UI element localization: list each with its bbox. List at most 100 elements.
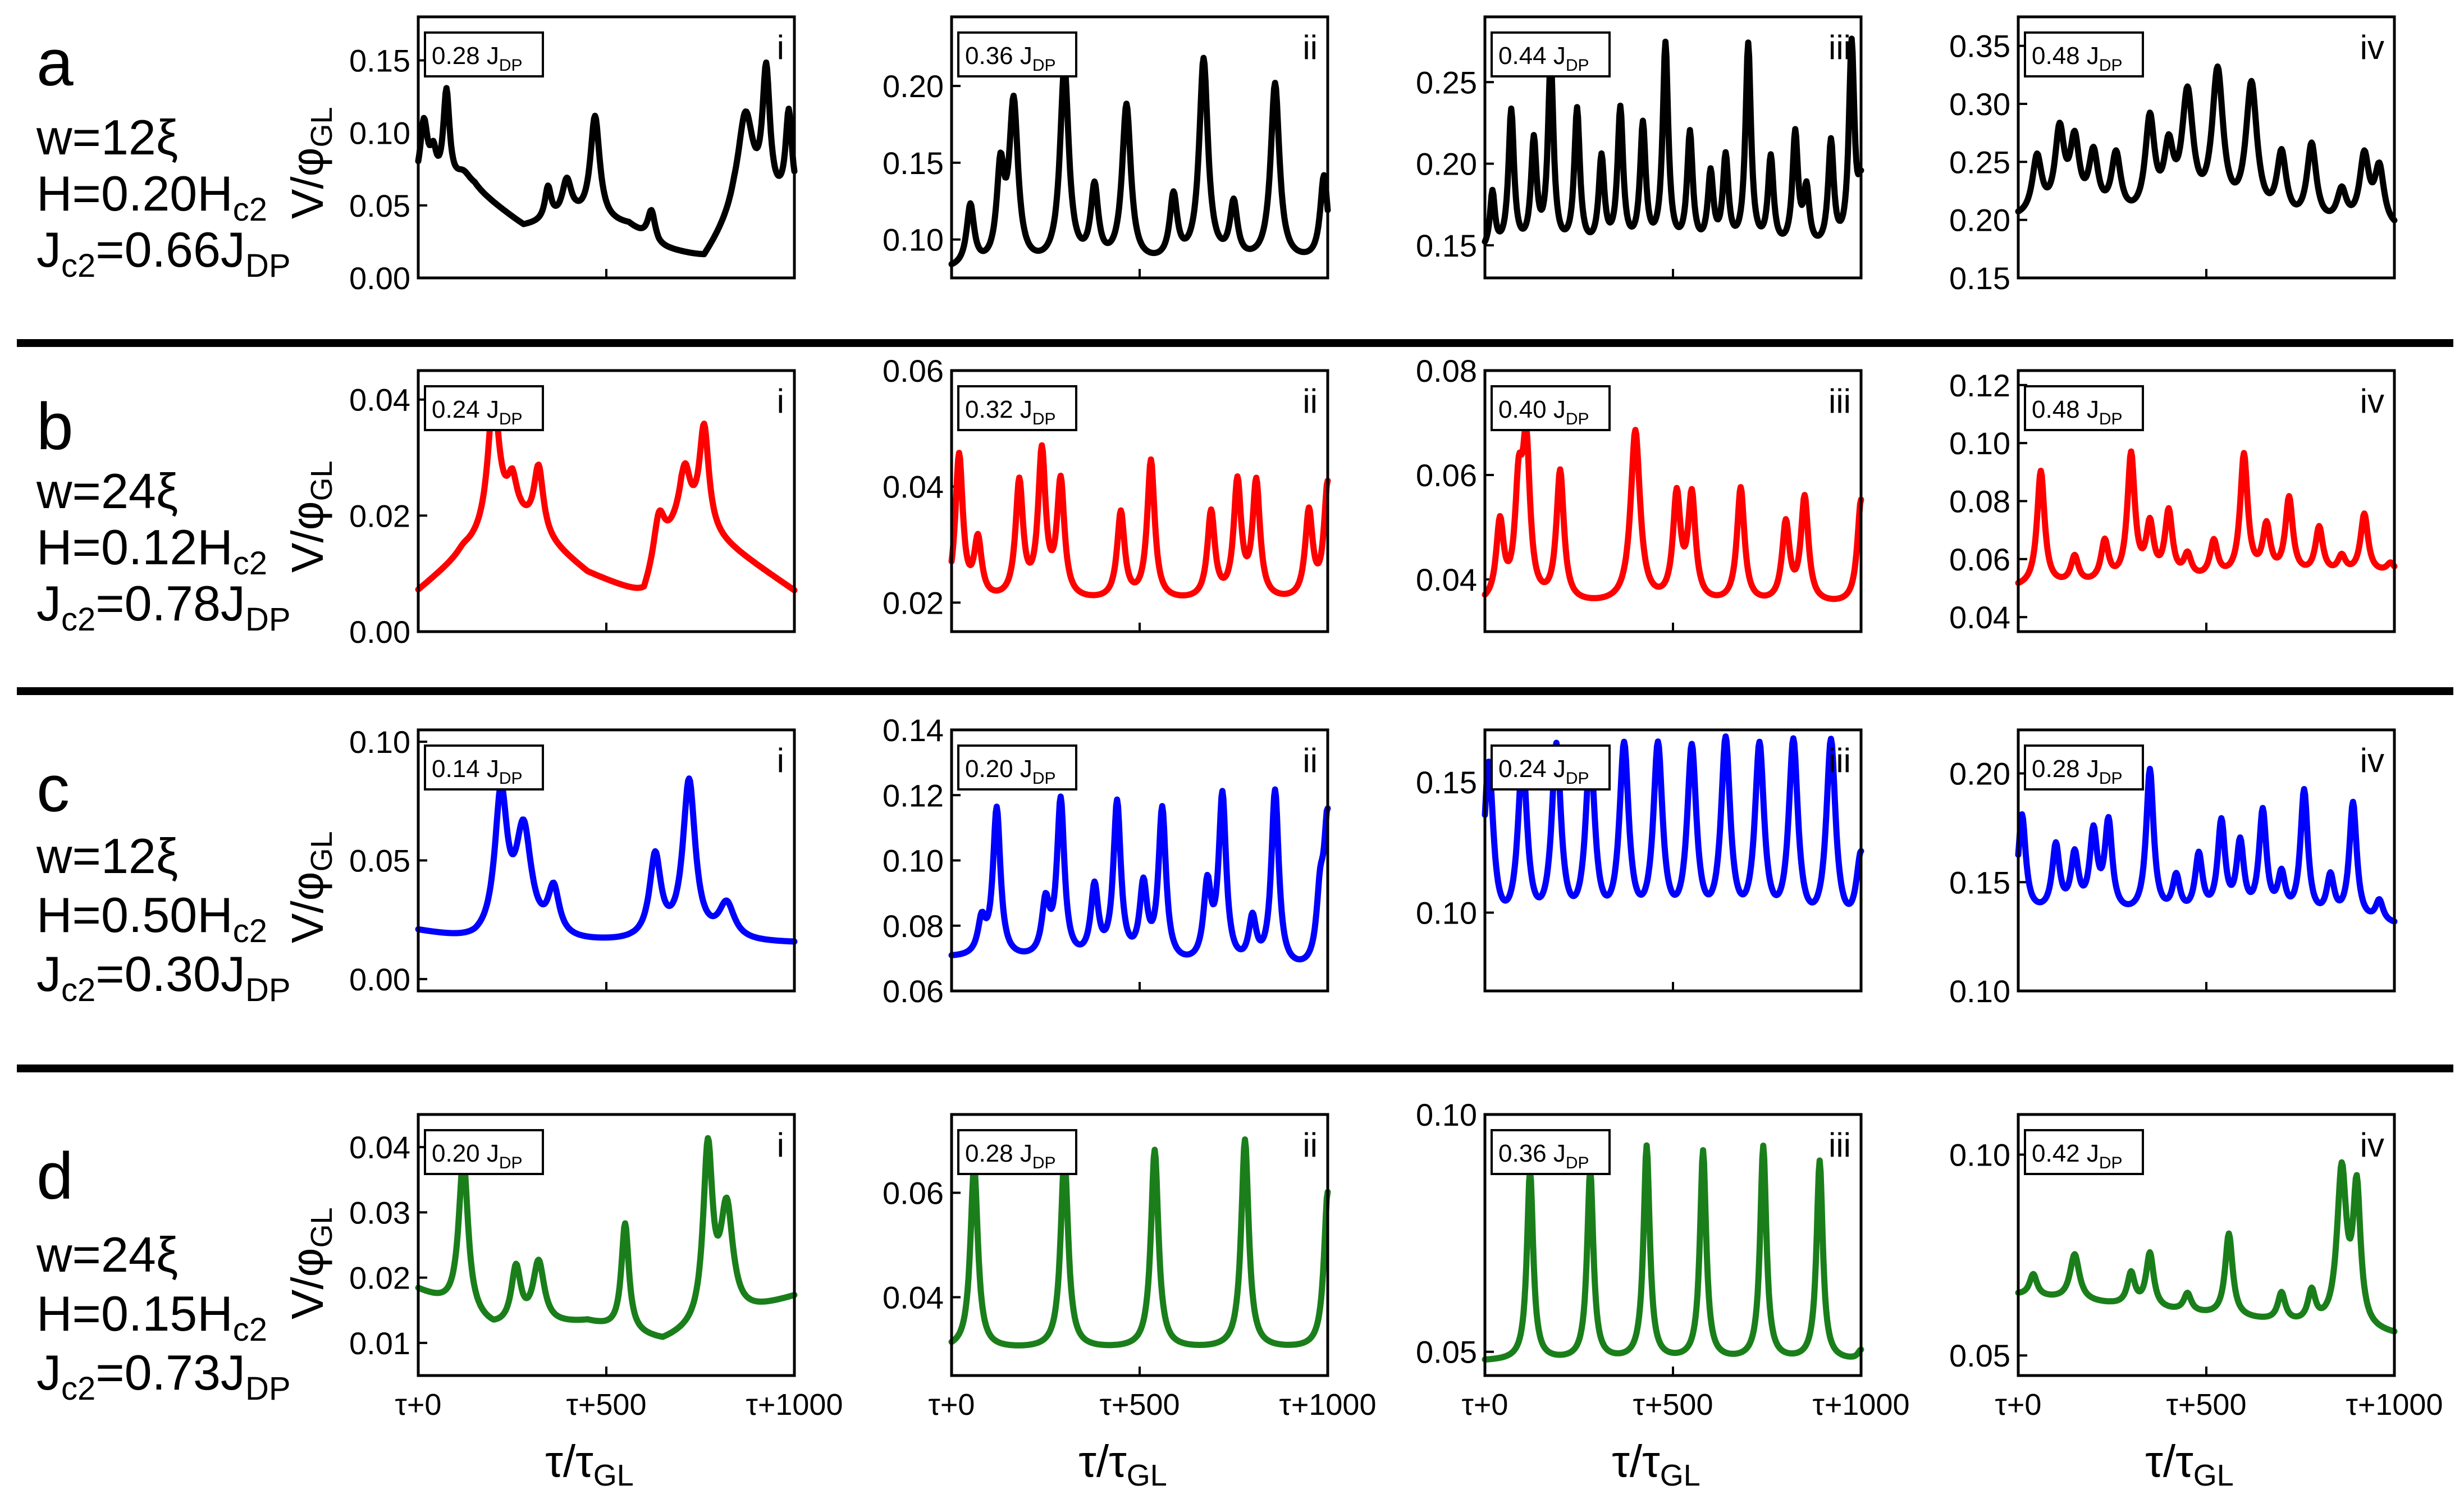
y-tick-label: 0.35 [1949,29,2010,64]
panel-numeral: ii [1302,382,1318,420]
series-line [1482,1142,1864,1363]
current-label-box [1491,744,1611,791]
y-tick-label: 0.10 [1416,896,1477,931]
x-axis-title: τ/τGL [1078,1436,1167,1492]
panel-c-iii: 0.10 0.15 0.24 JDP iii [1416,728,1864,993]
plot-frame [1483,728,1863,993]
panel-a-iv: 0.15 0.20 0.25 0.30 0.35 0.48 JDP iv [1949,15,2398,296]
panel-b-iii: 0.04 0.06 0.08 0.40 JDP iii [1416,353,1864,633]
panel-c-iv: 0.10 0.15 0.20 0.28 JDP iv [1949,728,2398,1009]
y-tick-label: 0.15 [349,43,410,79]
row-letter: c [36,752,70,826]
x-axis-title: τ/τGL [2145,1436,2233,1492]
current-label-box [2024,1129,2144,1175]
panel-numeral: i [777,29,784,66]
y-tick-label: 0.12 [883,778,944,813]
x-tick-label: τ+500 [2166,1388,2247,1422]
current-label-box [1491,31,1611,77]
y-tick-label: 0.06 [883,353,944,389]
y-tick-label: 0.00 [349,261,410,296]
row-label-c: c w=12ξ H=0.50Hc2 Jc2=0.30JDP [36,752,291,1008]
y-axis-title: V/φGL [282,460,339,573]
y-tick-label: 0.10 [349,116,410,151]
y-tick-label: 0.08 [883,908,944,944]
plot-frame [2017,369,2396,633]
current-label: 0.20 JDP [432,1140,523,1172]
current-label: 0.48 JDP [2032,42,2123,75]
y-tick-label: 0.15 [1416,765,1477,800]
row-separator [17,339,2453,347]
plot-frame [2017,1113,2396,1377]
plot-frame [2017,728,2396,993]
plot-frame [1483,1113,1863,1377]
panel-numeral: iii [1828,742,1851,779]
panel-numeral: iii [1828,29,1851,66]
y-tick-label: 0.25 [1949,144,2010,180]
x-tick-label: τ+1000 [2346,1388,2443,1422]
panel-a-iii: 0.15 0.20 0.25 0.44 JDP iii [1416,15,1864,280]
plot-frame [950,728,1329,993]
panel-b-i: 0.00 0.02 0.04 0.24 JDP i [349,369,798,650]
y-tick-label: 0.05 [349,843,410,879]
panel-numeral: i [777,382,784,420]
series-line [415,1135,798,1340]
current-label-box [2024,31,2144,77]
series-line [2015,448,2398,586]
y-tick-label: 0.20 [883,68,944,104]
panels: 0.00 0.05 0.10 0.15 0.28 JDP i 0.10 0.15 0.20 0.3… [349,15,2443,1422]
row-letter: a [36,26,74,100]
y-tick-label: 0.05 [1416,1335,1477,1370]
x-tick-label: τ+1000 [746,1388,843,1422]
y-tick-label: 0.14 [883,712,944,748]
row-letter: b [36,390,74,464]
series-line [415,392,798,593]
row-field: H=0.50Hc2 [36,887,267,949]
y-tick-label: 0.15 [1949,865,2010,900]
current-label-box [424,31,544,77]
panel-numeral: i [777,1126,784,1164]
plot-frame [950,369,1329,633]
row-critical-current: Jc2=0.73JDP [36,1345,291,1407]
row-width: w=24ξ [36,463,178,519]
current-label: 0.42 JDP [2032,1140,2123,1172]
y-tick-label: 0.04 [1949,600,2010,635]
plot-frame [1483,369,1863,633]
current-label-box [1491,385,1611,431]
y-tick-label: 0.15 [883,145,944,181]
panel-numeral: iv [2360,742,2384,779]
series-line [1482,35,1864,245]
row-field: H=0.15Hc2 [36,1286,267,1348]
y-tick-label: 0.04 [349,382,410,418]
x-tick-label: τ+500 [566,1388,647,1422]
y-tick-label: 0.06 [1949,542,2010,577]
panel-numeral: iv [2360,29,2384,66]
panel-numeral: i [777,742,784,779]
current-label: 0.20 JDP [965,755,1056,788]
y-tick-label: 0.10 [883,222,944,258]
current-label: 0.40 JDP [1498,396,1589,428]
current-label: 0.24 JDP [1498,755,1589,788]
series-line [948,54,1331,267]
y-tick-label: 0.10 [1949,426,2010,461]
y-tick-label: 0.08 [1416,353,1477,389]
y-tick-label: 0.10 [1949,1137,2010,1173]
current-label: 0.36 JDP [1498,1140,1589,1172]
panel-numeral: iii [1828,382,1851,420]
y-tick-label: 0.20 [1416,147,1477,182]
panel-c-ii: 0.06 0.08 0.10 0.12 0.14 0.20 JDP ii [883,712,1331,1009]
row-separator [17,687,2453,695]
y-axis-title: V/φGL [282,107,339,219]
panel-d-i: 0.01 0.02 0.03 0.04 τ+0 τ+500 τ+1000 0.20 JDP i [349,1113,843,1422]
y-tick-label: 0.12 [1949,368,2010,403]
y-axis-title: V/φGL [282,1207,339,1319]
plot-frame [950,1113,1329,1377]
series-line [2015,63,2398,223]
row-label-d: d w=24ξ H=0.15Hc2 Jc2=0.73JDP [36,1139,291,1407]
current-label: 0.28 JDP [2032,755,2123,788]
panel-numeral: ii [1302,742,1318,779]
current-label-box [2024,744,2144,791]
current-label-box [957,744,1077,791]
x-tick-label: τ+1000 [1279,1388,1377,1422]
panel-numeral: ii [1302,29,1318,66]
